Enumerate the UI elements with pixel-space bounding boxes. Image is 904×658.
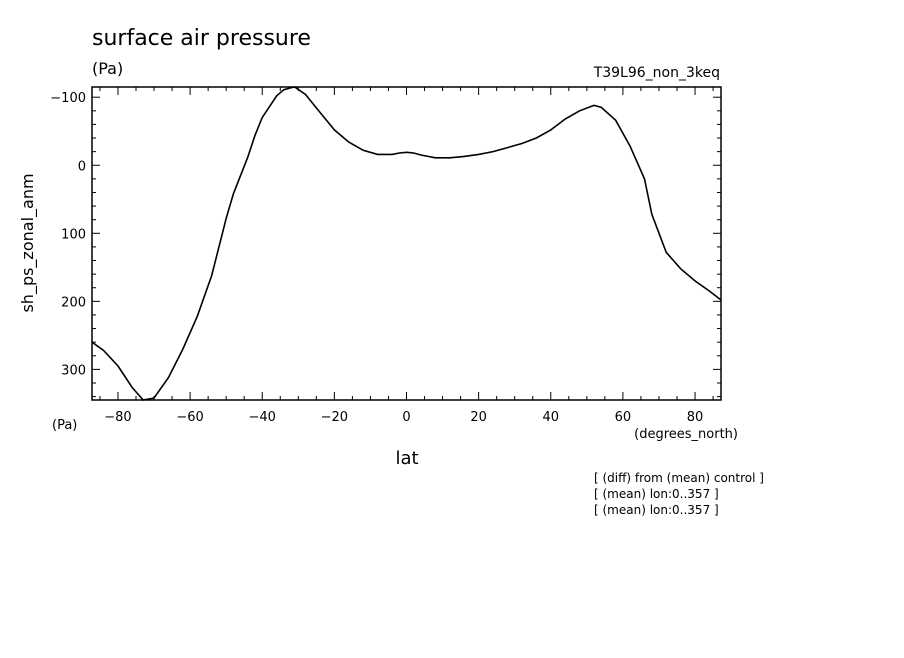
chart-title: surface air pressure xyxy=(92,26,311,51)
x-tick-label: −20 xyxy=(321,410,348,425)
x-tick-label: 20 xyxy=(470,410,487,425)
x-tick-label: 60 xyxy=(615,410,632,425)
series-line xyxy=(91,86,722,401)
y-tick-label: 100 xyxy=(61,227,86,242)
x-tick-label: 80 xyxy=(687,410,704,425)
note-mean-lon-2: [ (mean) lon:0..357 ] xyxy=(594,503,719,517)
y-tick-label: 200 xyxy=(61,295,86,310)
x-units-label: (degrees_north) xyxy=(634,427,738,442)
tick-labels: −80 −60 −40 −20 0 20 40 60 80 −100 0 100 200 300 xyxy=(50,91,703,425)
y-tick-label: −100 xyxy=(50,91,86,106)
x-tick-label: −60 xyxy=(176,410,203,425)
y-tick-label: 300 xyxy=(61,363,86,378)
y-tick-label: 0 xyxy=(78,159,86,174)
note-diff: [ (diff) from (mean) control ] xyxy=(594,471,764,485)
ticks xyxy=(92,87,721,400)
run-label: T39L96_non_3keq xyxy=(593,65,720,81)
y-axis-label: sh_ps_zonal_anm xyxy=(18,173,38,312)
y-units-label: (Pa) xyxy=(52,418,77,433)
plot-frame xyxy=(91,86,722,401)
x-tick-label: −80 xyxy=(104,410,131,425)
x-tick-label: 0 xyxy=(402,410,410,425)
x-tick-label: −40 xyxy=(249,410,276,425)
note-mean-lon-1: [ (mean) lon:0..357 ] xyxy=(594,487,719,501)
x-tick-label: 40 xyxy=(542,410,559,425)
x-axis-label: lat xyxy=(395,448,418,469)
units-label: (Pa) xyxy=(92,59,123,78)
